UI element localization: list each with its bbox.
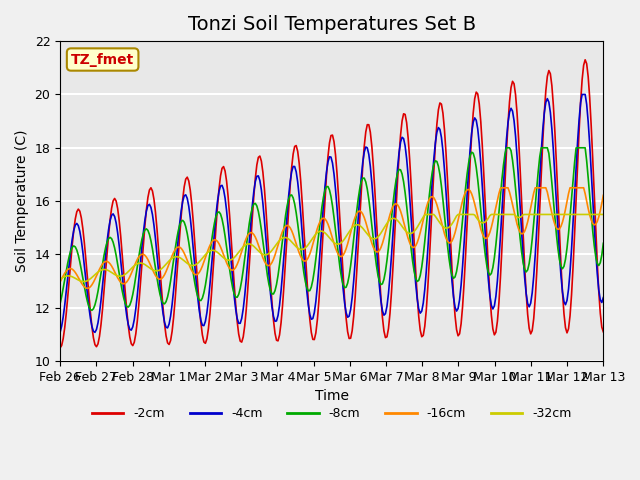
-2cm <box>56 345 64 351</box>
-4cm <box>571 192 579 198</box>
Line: -2cm: -2cm <box>60 60 604 348</box>
-8cm <box>502 145 510 151</box>
Line: -4cm: -4cm <box>60 95 604 332</box>
-8cm <box>600 240 607 246</box>
-4cm <box>56 329 64 335</box>
-8cm <box>247 212 255 217</box>
Text: TZ_fmet: TZ_fmet <box>71 52 134 67</box>
-8cm <box>56 300 64 306</box>
Title: Tonzi Soil Temperatures Set B: Tonzi Soil Temperatures Set B <box>188 15 476 34</box>
-16cm <box>572 185 580 191</box>
-8cm <box>572 145 580 151</box>
-32cm <box>238 246 246 252</box>
-8cm <box>238 277 246 283</box>
-32cm <box>220 255 227 261</box>
-32cm <box>56 276 64 282</box>
-32cm <box>81 279 88 285</box>
-8cm <box>296 233 303 239</box>
-32cm <box>124 269 132 275</box>
-4cm <box>220 187 227 192</box>
-16cm <box>220 252 227 258</box>
-16cm <box>238 249 246 254</box>
-2cm <box>123 307 131 313</box>
-16cm <box>498 185 506 191</box>
-32cm <box>247 241 255 247</box>
-2cm <box>600 329 607 335</box>
-4cm <box>296 193 303 199</box>
-2cm <box>569 264 577 270</box>
-16cm <box>296 250 303 256</box>
-8cm <box>220 224 227 229</box>
-16cm <box>124 277 132 283</box>
-32cm <box>422 212 430 217</box>
-2cm <box>294 148 301 154</box>
-2cm <box>236 338 244 344</box>
Line: -8cm: -8cm <box>60 148 604 310</box>
X-axis label: Time: Time <box>315 389 349 403</box>
Y-axis label: Soil Temperature (C): Soil Temperature (C) <box>15 130 29 272</box>
-4cm <box>124 322 132 327</box>
-32cm <box>572 212 580 217</box>
-4cm <box>247 219 255 225</box>
-2cm <box>245 263 253 269</box>
-4cm <box>600 295 607 300</box>
-32cm <box>600 212 607 217</box>
-16cm <box>247 229 255 235</box>
-2cm <box>581 57 589 63</box>
-32cm <box>296 246 303 252</box>
-4cm <box>238 315 246 321</box>
-16cm <box>84 286 92 291</box>
-8cm <box>88 307 96 313</box>
-4cm <box>579 92 586 97</box>
-16cm <box>56 279 64 285</box>
Line: -16cm: -16cm <box>60 188 604 288</box>
Line: -32cm: -32cm <box>60 215 604 282</box>
-8cm <box>124 304 132 310</box>
-4cm <box>91 329 99 335</box>
-16cm <box>600 192 607 198</box>
Legend: -2cm, -4cm, -8cm, -16cm, -32cm: -2cm, -4cm, -8cm, -16cm, -32cm <box>87 402 577 425</box>
-2cm <box>218 166 226 171</box>
